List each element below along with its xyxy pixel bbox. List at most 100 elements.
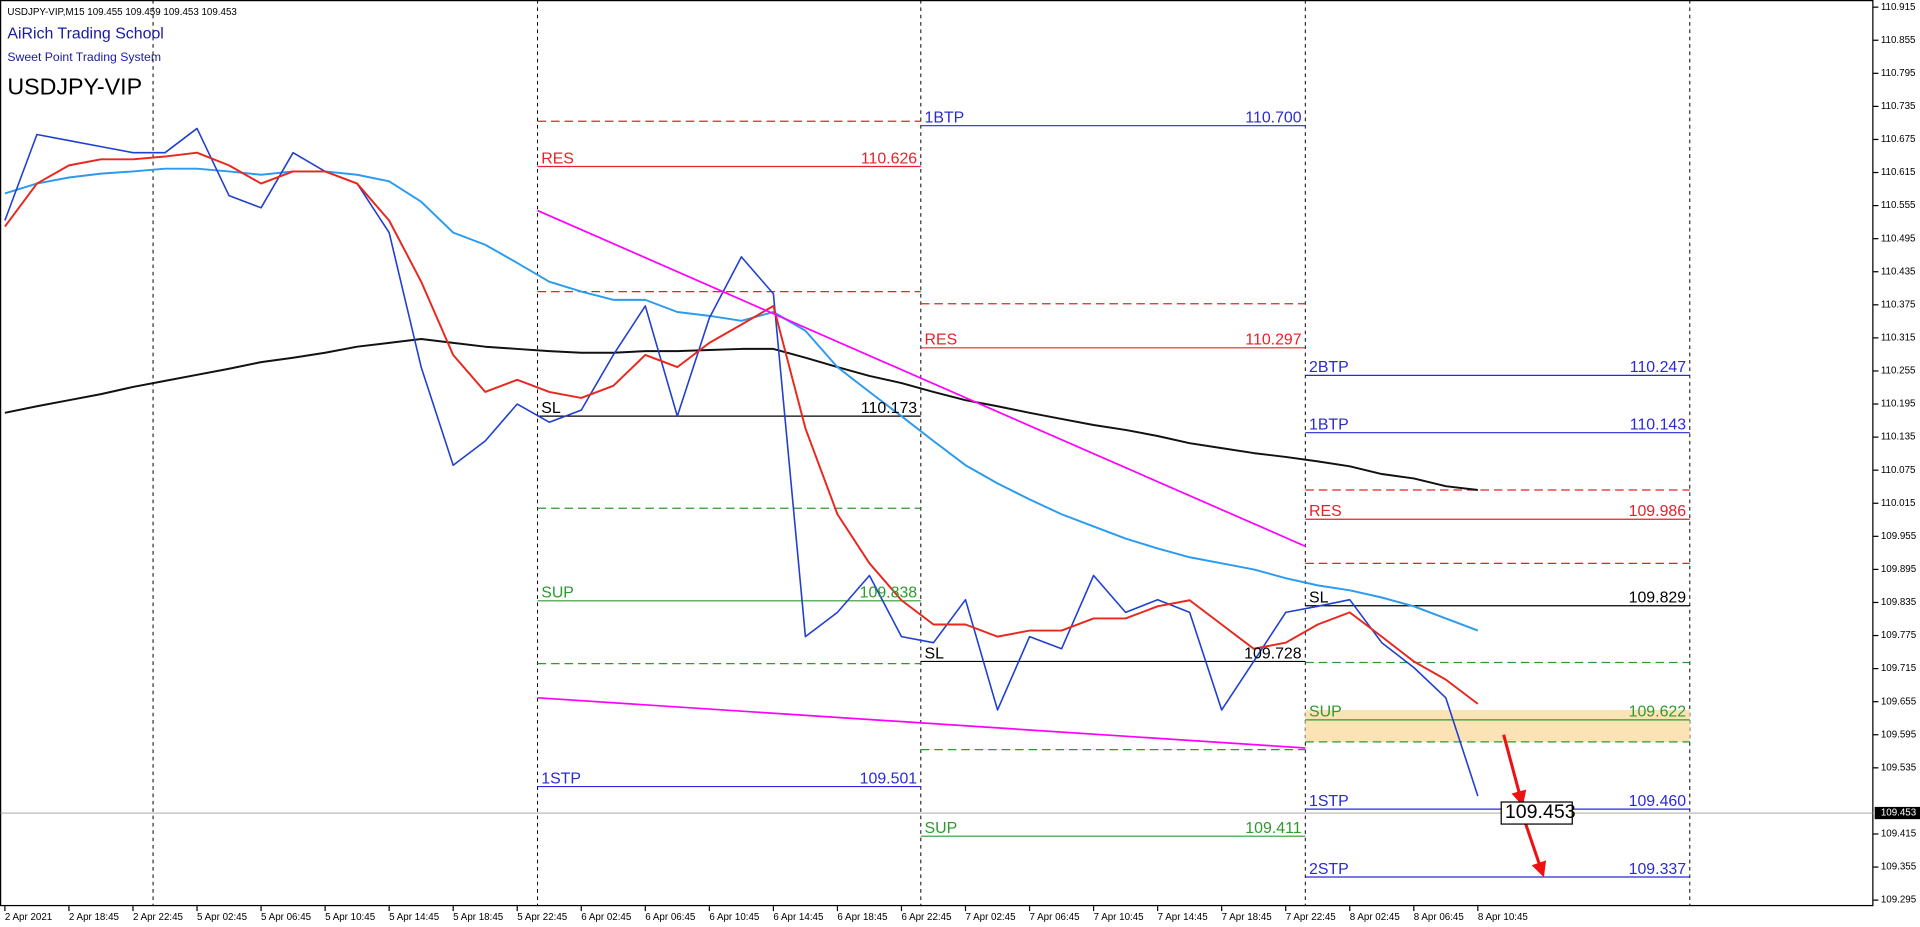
y-tick-label: 109.715 — [1881, 663, 1917, 674]
x-tick-label: 6 Apr 14:45 — [773, 912, 824, 923]
y-tick-label: 110.015 — [1881, 498, 1916, 509]
level-value: 109.728 — [1244, 645, 1302, 662]
level-value: 110.143 — [1630, 417, 1686, 434]
level-value: 109.622 — [1629, 704, 1687, 721]
y-tick-label: 110.435 — [1881, 266, 1916, 277]
series-line — [4, 338, 1478, 491]
symbol-title: USDJPY-VIP — [7, 73, 142, 99]
axis-price-label: 109.453 — [1881, 808, 1917, 819]
x-tick-label: 5 Apr 10:45 — [325, 912, 376, 923]
levels-layer — [0, 0, 1874, 907]
arrow — [1502, 734, 1527, 807]
level-name: SL — [1309, 590, 1329, 607]
y-tick-label: 110.735 — [1881, 101, 1916, 112]
y-tick-label: 110.915 — [1881, 2, 1916, 13]
x-tick-label: 6 Apr 18:45 — [837, 912, 888, 923]
x-tick-label: 7 Apr 02:45 — [966, 912, 1017, 923]
y-tick-label: 110.555 — [1881, 200, 1916, 211]
system-subtitle: Sweet Point Trading System — [7, 50, 161, 64]
x-tick-label: 5 Apr 06:45 — [261, 912, 312, 923]
level-value: 110.247 — [1630, 359, 1686, 376]
labels-layer: USDJPY-VIP,M15 109.455 109.459 109.453 1… — [4, 2, 1920, 923]
y-tick-label: 110.855 — [1881, 35, 1916, 46]
level-value: 109.501 — [860, 770, 918, 787]
plot-frame — [0, 0, 1874, 907]
level-name: RES — [1309, 503, 1342, 520]
x-tick-label: 6 Apr 22:45 — [901, 912, 952, 923]
y-tick-label: 109.835 — [1881, 597, 1917, 608]
x-tick-label: 6 Apr 06:45 — [645, 912, 696, 923]
level-name: SUP — [924, 820, 957, 837]
x-tick-label: 5 Apr 02:45 — [197, 912, 248, 923]
x-tick-label: 5 Apr 18:45 — [453, 912, 504, 923]
y-tick-label: 110.495 — [1881, 233, 1916, 244]
x-tick-label: 5 Apr 22:45 — [517, 912, 568, 923]
price-box — [1500, 801, 1573, 825]
level-value: 109.411 — [1245, 820, 1301, 837]
y-tick-label: 109.775 — [1881, 630, 1917, 641]
y-tick-label: 109.535 — [1881, 762, 1917, 773]
level-value: 110.173 — [861, 400, 917, 417]
y-tick-label: 110.615 — [1881, 167, 1916, 178]
x-tick-label: 5 Apr 14:45 — [389, 912, 440, 923]
x-tick-label: 8 Apr 02:45 — [1350, 912, 1401, 923]
level-name: RES — [924, 332, 957, 349]
level-value: 110.626 — [861, 150, 917, 167]
x-tick-label: 6 Apr 02:45 — [581, 912, 632, 923]
y-tick-label: 110.315 — [1881, 332, 1916, 343]
level-name: SL — [541, 400, 561, 417]
level-name: 1BTP — [1309, 417, 1349, 434]
y-tick-label: 110.795 — [1881, 68, 1916, 79]
level-value: 109.829 — [1629, 590, 1687, 607]
axis-price-box — [1874, 806, 1920, 820]
series-line — [4, 167, 1479, 632]
x-tick-label: 7 Apr 22:45 — [1286, 912, 1337, 923]
level-value: 109.986 — [1629, 503, 1687, 520]
level-value: 109.337 — [1629, 861, 1687, 878]
level-value: 109.460 — [1629, 793, 1687, 810]
x-tick-label: 2 Apr 2021 — [5, 912, 52, 923]
x-tick-label: 8 Apr 10:45 — [1478, 912, 1529, 923]
chart-info: USDJPY-VIP,M15 109.455 109.459 109.453 1… — [7, 7, 237, 18]
level-value: 109.838 — [860, 585, 918, 602]
level-name: 2STP — [1309, 861, 1349, 878]
series-line — [4, 151, 1479, 705]
trendline — [537, 696, 1306, 749]
x-tick-label: 8 Apr 06:45 — [1414, 912, 1465, 923]
price-box-label: 109.453 — [1505, 801, 1576, 823]
y-tick-label: 110.675 — [1881, 134, 1916, 145]
x-tick-label: 6 Apr 10:45 — [709, 912, 760, 923]
x-tick-label: 7 Apr 18:45 — [1222, 912, 1273, 923]
level-name: 1STP — [1309, 793, 1349, 810]
level-name: SUP — [541, 585, 574, 602]
level-name: 2BTP — [1309, 359, 1349, 376]
y-tick-label: 110.195 — [1881, 399, 1916, 410]
y-tick-label: 109.595 — [1881, 729, 1917, 740]
arrow — [1523, 819, 1547, 878]
y-tick-label: 110.135 — [1881, 432, 1916, 443]
y-tick-label: 110.255 — [1881, 366, 1916, 377]
y-tick-label: 110.375 — [1881, 299, 1916, 310]
support-zone — [1305, 709, 1690, 742]
level-name: RES — [541, 150, 574, 167]
x-tick-label: 2 Apr 22:45 — [133, 912, 184, 923]
x-tick-label: 7 Apr 06:45 — [1030, 912, 1081, 923]
level-value: 110.700 — [1245, 110, 1301, 127]
school-title: AiRich Trading School — [7, 25, 163, 42]
level-name: 1BTP — [924, 110, 964, 127]
trendline — [537, 209, 1306, 548]
level-value: 110.297 — [1245, 332, 1301, 349]
y-tick-label: 109.895 — [1881, 564, 1917, 575]
y-tick-label: 109.655 — [1881, 696, 1917, 707]
level-name: SUP — [1309, 704, 1342, 721]
x-tick-label: 7 Apr 10:45 — [1094, 912, 1145, 923]
series-line — [4, 127, 1479, 797]
x-tick-label: 2 Apr 18:45 — [69, 912, 120, 923]
series-layer — [0, 127, 1874, 814]
x-tick-label: 7 Apr 14:45 — [1158, 912, 1209, 923]
level-name: SL — [924, 645, 944, 662]
y-tick-label: 110.075 — [1881, 465, 1916, 476]
